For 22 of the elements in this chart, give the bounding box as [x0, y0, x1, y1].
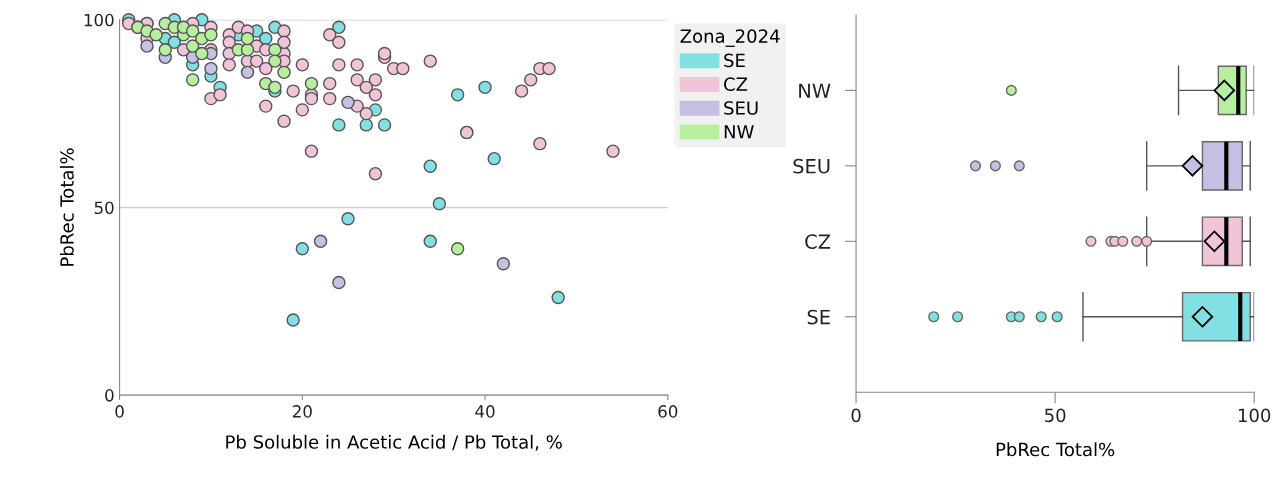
- x-tick-label: 0: [115, 405, 124, 418]
- x-tick-label: 40: [475, 405, 495, 418]
- legend-title: Zona_2024: [680, 29, 780, 47]
- y-tick-label: 100: [84, 13, 114, 27]
- y-tick-label: SEU: [793, 158, 830, 174]
- legend-label: SE: [724, 53, 745, 68]
- legend-label: SEU: [724, 101, 758, 115]
- y-tick-label: CZ: [805, 234, 831, 249]
- x-axis-title: Pb Soluble in Acetic Acid / Pb Total, %: [226, 434, 562, 451]
- y-tick-label: SE: [807, 309, 830, 325]
- x-tick-label: 0: [851, 408, 861, 423]
- x-tick-label: 100: [1238, 408, 1271, 423]
- x-tick-label: 50: [1045, 408, 1066, 423]
- legend-label: NW: [724, 125, 754, 139]
- y-tick-label: NW: [799, 83, 831, 98]
- x-axis-title: PbRec Total%: [996, 442, 1115, 457]
- legend-label: CZ: [724, 77, 748, 92]
- y-axis-title: PbRec Total%: [59, 148, 74, 266]
- x-tick-label: 20: [292, 405, 312, 418]
- y-tick-label: 0: [105, 389, 114, 402]
- x-tick-label: 60: [658, 405, 678, 418]
- y-tick-label: 50: [94, 201, 114, 215]
